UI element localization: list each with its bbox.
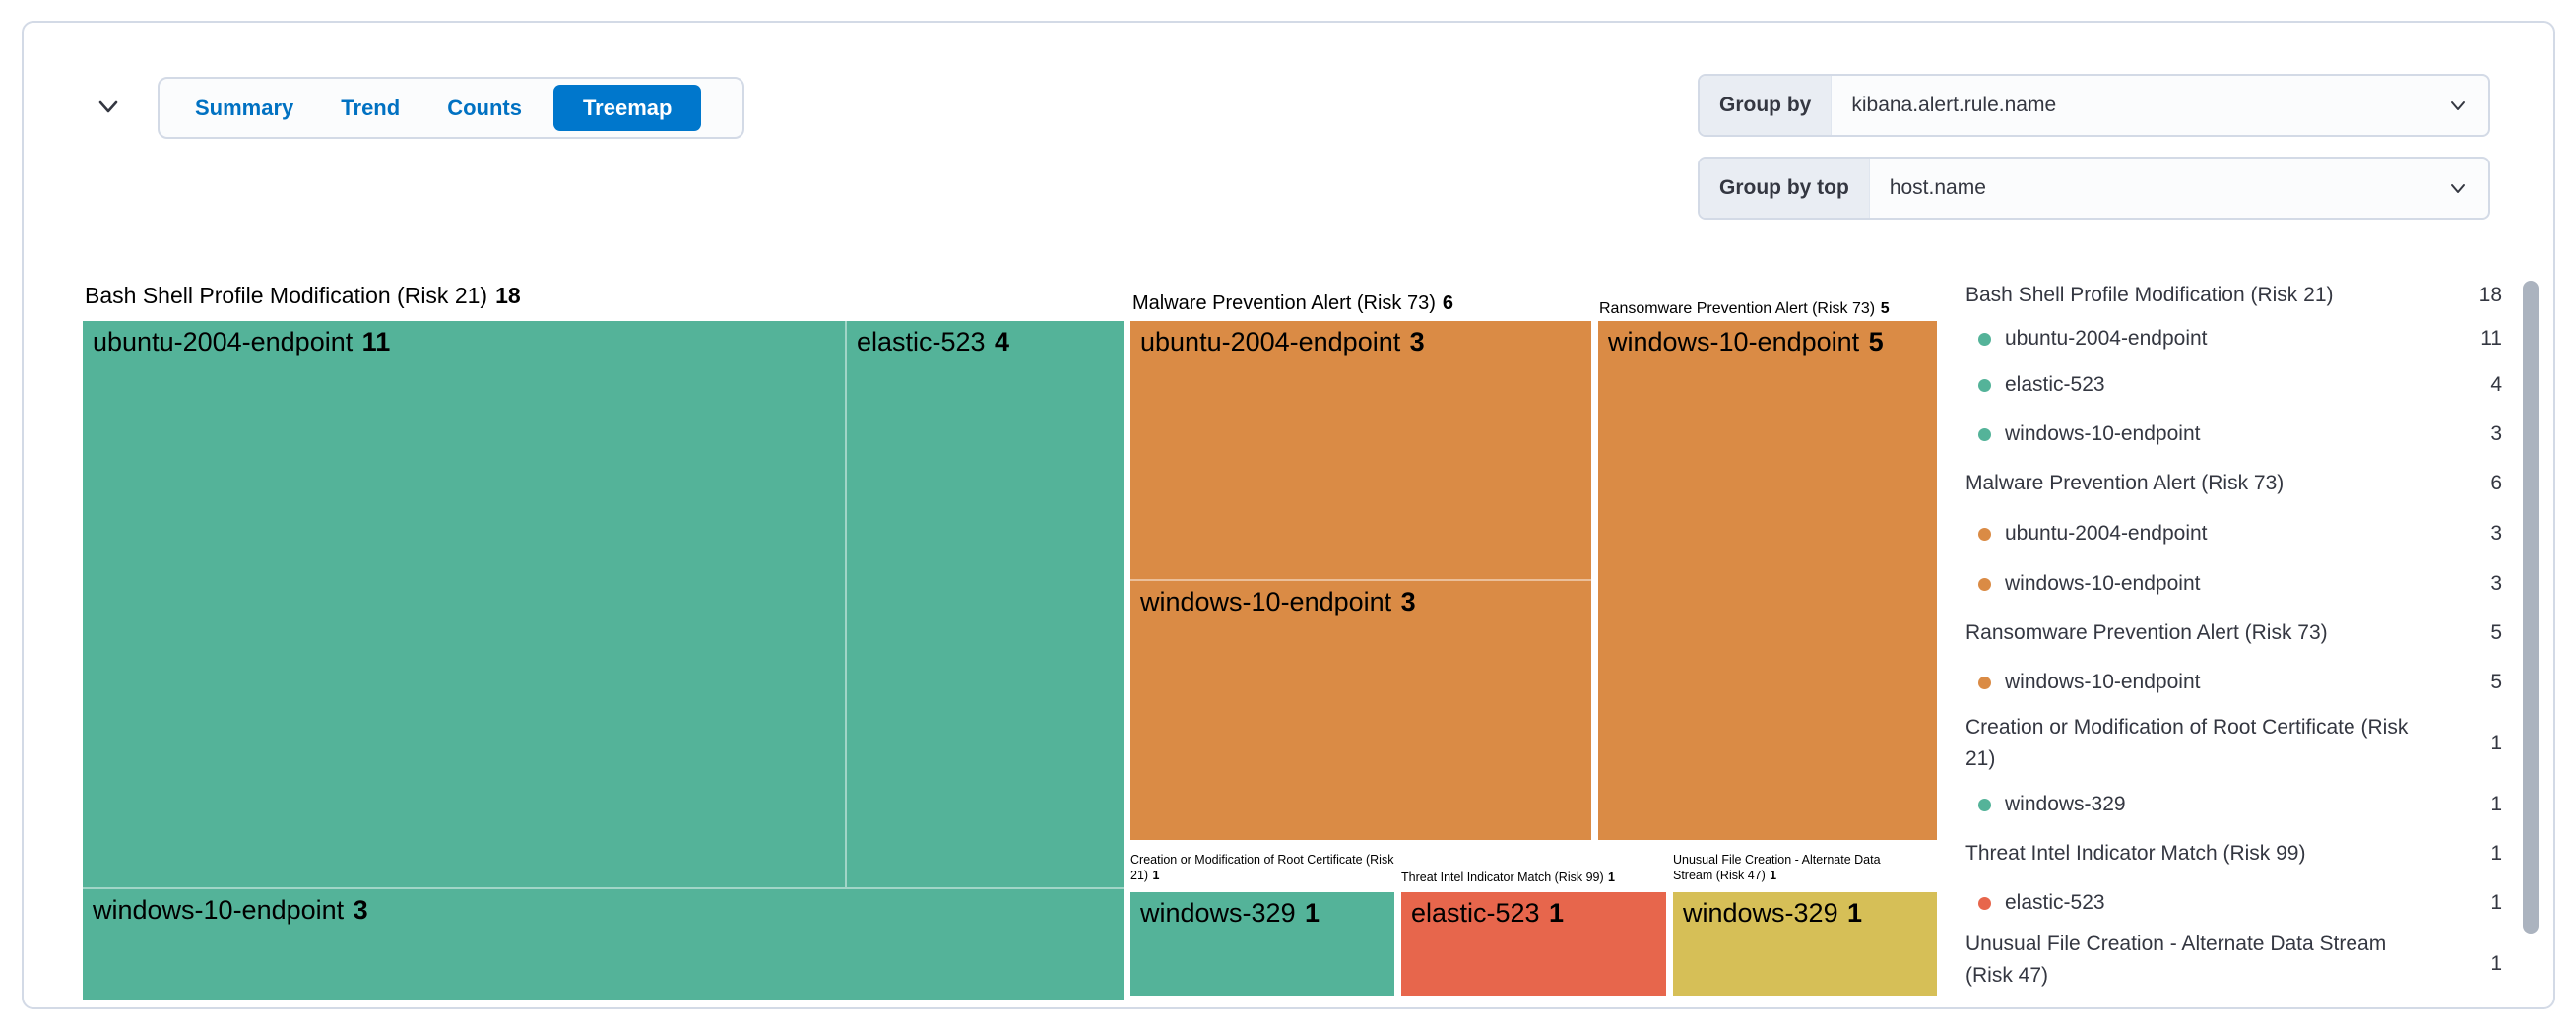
- legend-color-dot: [1978, 378, 1991, 392]
- legend-color-dot: [1978, 896, 1991, 910]
- legend-item-row[interactable]: elastic-523 4: [1965, 360, 2502, 410]
- treemap-group-header: Malware Prevention Alert (Risk 73) 6: [1132, 292, 1454, 314]
- group-by-top-select[interactable]: Group by top host.name: [1698, 157, 2490, 220]
- legend-color-dot: [1978, 427, 1991, 441]
- legend-item-row[interactable]: elastic-523 1: [1965, 878, 2502, 928]
- legend-color-dot: [1978, 577, 1991, 591]
- treemap-cell[interactable]: ubuntu-2004-endpoint 11: [83, 321, 845, 887]
- legend-title-row[interactable]: Bash Shell Profile Modification (Risk 21…: [1965, 284, 2502, 306]
- legend-item-row[interactable]: ubuntu-2004-endpoint 3: [1965, 509, 2502, 558]
- group-by-top-label: Group by top: [1700, 159, 1870, 218]
- legend-title-row[interactable]: Unusual File Creation - Alternate Data S…: [1965, 933, 2502, 987]
- legend-color-dot: [1978, 332, 1991, 346]
- legend-item-row[interactable]: windows-10-endpoint 5: [1965, 658, 2502, 707]
- legend-color-dot: [1978, 676, 1991, 689]
- legend-title-row[interactable]: Malware Prevention Alert (Risk 73) 6: [1965, 472, 2502, 494]
- legend-item-row[interactable]: ubuntu-2004-endpoint 11: [1965, 314, 2502, 363]
- legend-title-row[interactable]: Ransomware Prevention Alert (Risk 73) 5: [1965, 621, 2502, 644]
- tab-trend[interactable]: Trend: [317, 96, 423, 121]
- chevron-down-icon: [2447, 76, 2488, 135]
- treemap-cell[interactable]: windows-329 1: [1130, 892, 1394, 996]
- chevron-down-icon: [2447, 159, 2488, 218]
- legend-item-row[interactable]: windows-329 1: [1965, 780, 2502, 829]
- collapse-panel-button[interactable]: [89, 88, 128, 127]
- legend-item-row[interactable]: windows-10-endpoint 3: [1965, 559, 2502, 609]
- treemap-group-header: Bash Shell Profile Modification (Risk 21…: [85, 283, 521, 308]
- treemap-group-header: Creation or Modification of Root Certifi…: [1130, 853, 1394, 882]
- treemap-group-header: Threat Intel Indicator Match (Risk 99) 1: [1401, 871, 1615, 884]
- group-by-label: Group by: [1700, 76, 1833, 135]
- treemap-cell[interactable]: elastic-523 1: [1401, 892, 1666, 996]
- legend-scrollbar-thumb[interactable]: [2523, 281, 2539, 934]
- legend-color-dot: [1978, 527, 1991, 541]
- view-tab-group: Summary Trend Counts Treemap: [158, 77, 744, 139]
- tab-treemap[interactable]: Treemap: [552, 85, 702, 131]
- treemap-cell[interactable]: windows-10-endpoint 5: [1598, 321, 1937, 840]
- group-by-top-value: host.name: [1889, 176, 1986, 199]
- group-by-value: kibana.alert.rule.name: [1851, 94, 2057, 116]
- legend-title-row[interactable]: Creation or Modification of Root Certifi…: [1965, 716, 2502, 770]
- treemap-cell[interactable]: windows-10-endpoint 3: [1130, 579, 1591, 840]
- tab-counts[interactable]: Counts: [423, 96, 546, 121]
- treemap-cell[interactable]: elastic-523 4: [845, 321, 1124, 887]
- alerts-panel: Summary Trend Counts Treemap Group by ki…: [22, 21, 2555, 1009]
- treemap-cell[interactable]: ubuntu-2004-endpoint 3: [1130, 321, 1591, 579]
- chevron-down-icon: [94, 92, 123, 124]
- treemap-group-header: Unusual File Creation - Alternate Data S…: [1673, 853, 1881, 882]
- legend-item-row[interactable]: windows-10-endpoint 3: [1965, 410, 2502, 459]
- treemap-group-header: Ransomware Prevention Alert (Risk 73) 5: [1599, 300, 1890, 317]
- group-by-select[interactable]: Group by kibana.alert.rule.name: [1698, 74, 2490, 137]
- tab-summary[interactable]: Summary: [171, 96, 317, 121]
- treemap-cell[interactable]: windows-10-endpoint 3: [83, 887, 1124, 1000]
- treemap-cell[interactable]: windows-329 1: [1673, 892, 1937, 996]
- legend-color-dot: [1978, 798, 1991, 811]
- legend-title-row[interactable]: Threat Intel Indicator Match (Risk 99) 1: [1965, 842, 2502, 865]
